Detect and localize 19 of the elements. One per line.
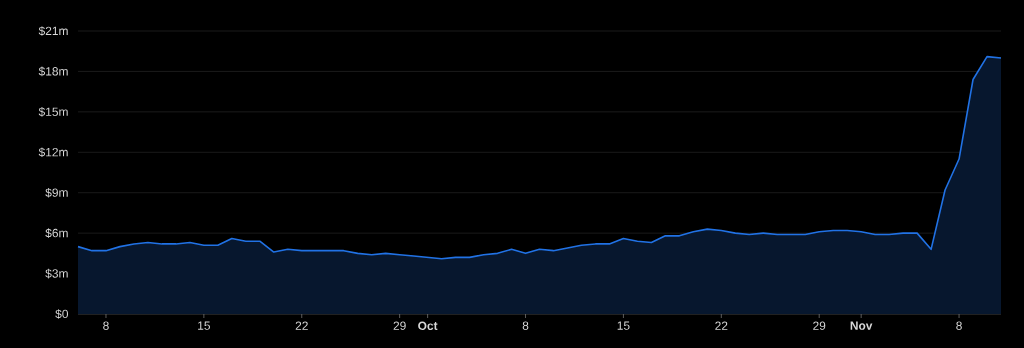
y-tick-label: $15m [38,107,68,117]
x-tick-label: 8 [522,321,529,330]
x-tick-label: Oct [418,321,438,330]
y-tick-label: $3m [45,268,68,279]
x-tick-label: 22 [295,321,308,330]
y-tick-label: $0 [55,309,69,319]
x-tick-label: 15 [198,321,210,330]
y-tick-label: $21m [38,26,68,36]
y-tick-label: $18m [38,66,68,77]
y-tick-label: $6m [45,228,68,238]
x-tick-label: Nov [850,321,873,330]
x-tick-label: 29 [813,321,826,330]
y-tick-label: $9m [45,187,68,198]
x-tick-label: 8 [103,321,109,330]
x-tick-label: 15 [617,321,630,330]
x-tick-label: 22 [715,321,728,330]
x-tick-label: 29 [393,321,406,330]
y-tick-label: $12m [38,147,68,158]
x-tick-label: 8 [956,321,962,330]
